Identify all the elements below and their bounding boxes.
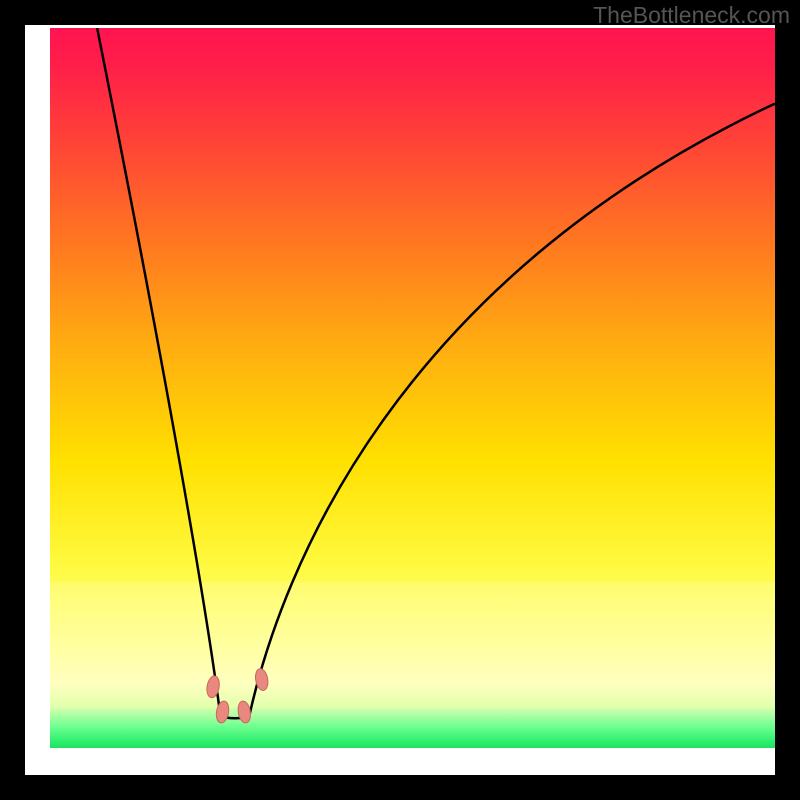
marker-pill bbox=[236, 700, 252, 724]
plot-area bbox=[50, 28, 775, 748]
marker-pill bbox=[215, 700, 231, 724]
curve-path bbox=[97, 28, 775, 718]
bottleneck-curve bbox=[50, 28, 775, 748]
optimum-markers bbox=[205, 668, 269, 724]
watermark-text: TheBottleneck.com bbox=[593, 2, 790, 29]
chart-container: TheBottleneck.com bbox=[0, 0, 800, 800]
